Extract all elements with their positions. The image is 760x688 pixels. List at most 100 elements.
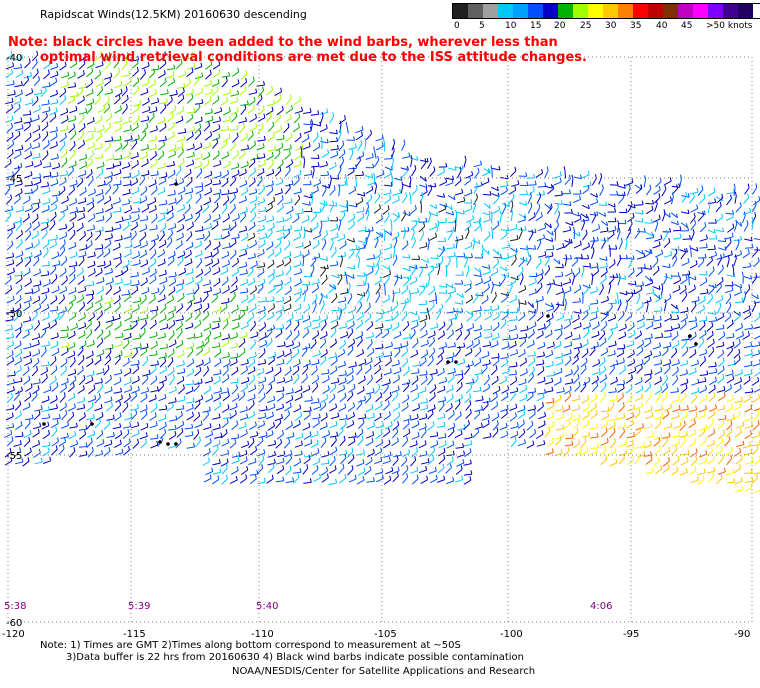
wind-barb-feather — [605, 201, 608, 206]
wind-barb-feather — [450, 229, 453, 234]
wind-barb-feather — [369, 313, 372, 318]
wind-barb — [490, 285, 494, 294]
wind-barb-feather — [435, 368, 438, 374]
wind-barb-feather — [640, 184, 643, 189]
wind-barb — [67, 119, 76, 123]
wind-barb — [355, 200, 364, 206]
wind-barb-feather — [603, 329, 606, 335]
wind-barb — [356, 315, 364, 321]
wind-barb-feather — [191, 268, 194, 273]
wind-barb — [708, 371, 717, 375]
wind-barb — [428, 299, 437, 303]
wind-barb-feather — [120, 350, 123, 355]
wind-barb-feather — [290, 354, 293, 360]
wind-barb-feather — [56, 62, 59, 68]
wind-barb — [141, 271, 150, 276]
wind-barb — [331, 296, 338, 304]
wind-barb-feather — [361, 292, 364, 298]
wind-barb-feather — [353, 338, 356, 343]
wind-barb-feather — [417, 368, 420, 373]
wind-barb-feather — [441, 355, 443, 360]
wind-barb — [383, 386, 389, 394]
wind-barb — [232, 136, 239, 143]
wind-barb-feather — [116, 184, 119, 189]
wind-barb — [40, 221, 49, 224]
wind-barb — [88, 271, 96, 277]
wind-barb — [627, 216, 635, 223]
wind-barb-feather — [38, 142, 41, 147]
wind-barb-feather — [737, 238, 740, 244]
wind-barb-feather — [219, 160, 222, 165]
wind-barb-feather — [634, 280, 637, 285]
wind-barb — [311, 386, 318, 393]
wind-barb-feather — [82, 275, 85, 280]
wind-barb-feather — [102, 276, 105, 282]
wind-barb — [653, 363, 662, 366]
wind-barb-feather — [197, 284, 200, 289]
wind-barb — [420, 159, 429, 163]
wind-barb — [329, 264, 338, 267]
wind-barb-feather — [152, 112, 155, 117]
wind-barb — [745, 247, 754, 249]
wind-barb-feather — [297, 330, 300, 335]
wind-barb — [31, 62, 38, 70]
wind-barb — [301, 350, 308, 357]
wind-barb — [203, 83, 212, 87]
wind-barb — [464, 208, 473, 213]
wind-barb — [14, 298, 22, 305]
wind-barb-feather — [191, 187, 194, 193]
wind-barb-feather — [470, 347, 473, 353]
wind-barb-feather — [55, 107, 58, 112]
wind-barb — [509, 298, 517, 304]
wind-barb — [346, 274, 355, 279]
wind-barb-feather — [350, 292, 353, 298]
wind-barb — [499, 215, 502, 224]
wind-barb — [265, 110, 274, 116]
wind-barb — [114, 282, 123, 285]
wind-barb — [339, 124, 342, 133]
wind-barb — [670, 221, 679, 226]
wind-barb — [123, 183, 132, 187]
wind-barb — [166, 299, 174, 305]
wind-barb — [427, 378, 433, 386]
wind-barb — [184, 253, 192, 259]
wind-barb — [492, 197, 499, 205]
wind-barb — [393, 250, 396, 259]
wind-barb-feather — [202, 340, 205, 346]
wind-barb-feather — [596, 211, 599, 216]
wind-barb — [366, 293, 370, 302]
wind-barb — [149, 272, 157, 278]
wind-barb — [447, 371, 456, 375]
wind-barb — [636, 318, 645, 323]
wind-barb-feather — [27, 213, 30, 218]
wind-barb-feather — [300, 385, 303, 390]
wind-barb-feather — [20, 274, 23, 280]
wind-barb — [94, 247, 103, 250]
wind-barb-feather — [686, 313, 688, 318]
wind-barb — [717, 335, 726, 341]
wind-barb — [492, 283, 501, 287]
wind-barb-feather — [343, 149, 346, 154]
wind-barb — [500, 297, 508, 303]
wind-barb-feather — [669, 196, 672, 201]
wind-barb — [320, 318, 328, 323]
wind-barb — [573, 311, 582, 314]
wind-barb — [248, 225, 256, 231]
wind-barb-feather — [649, 296, 652, 302]
wind-barb — [240, 362, 249, 366]
wind-barb-feather — [544, 251, 547, 256]
wind-barb — [204, 92, 213, 96]
wind-barb — [158, 356, 167, 359]
wind-barb — [500, 257, 509, 260]
wind-barb-feather — [373, 146, 376, 151]
wind-barb — [312, 353, 321, 358]
wind-barb-feather — [282, 134, 285, 139]
wind-barb — [303, 324, 312, 330]
wind-barb — [85, 92, 94, 97]
wind-barb-feather — [102, 161, 105, 167]
wind-barb-feather — [46, 366, 49, 372]
wind-barb-feather — [408, 254, 411, 259]
wind-barb — [356, 352, 364, 358]
wind-barb-feather — [336, 137, 339, 142]
wind-barb — [537, 380, 546, 384]
